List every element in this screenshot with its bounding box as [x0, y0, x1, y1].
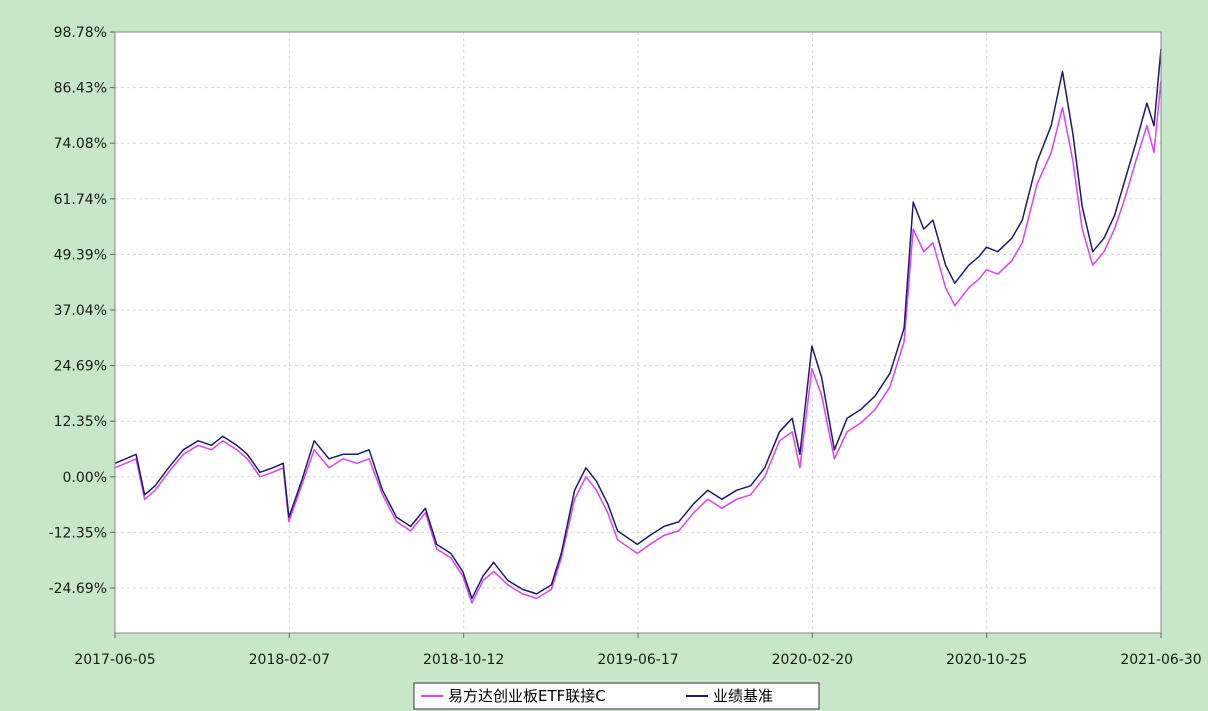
x-tick-label: 2018-02-07 — [249, 652, 330, 668]
legend-label-benchmark: 业绩基准 — [713, 687, 773, 705]
y-tick-label: 24.69% — [54, 359, 107, 375]
legend-box — [413, 682, 820, 710]
x-tick-label: 2018-10-12 — [423, 652, 504, 668]
series-line-benchmark — [114, 48, 1162, 600]
y-tick-label: 12.35% — [54, 414, 107, 430]
x-tick-label: 2021-06-30 — [1120, 652, 1201, 668]
y-tick-label: 74.08% — [54, 136, 107, 152]
series-layer — [114, 48, 1162, 604]
y-tick-label: -12.35% — [49, 525, 107, 541]
y-tick-label: 49.39% — [54, 247, 107, 263]
x-tick-label: 2017-06-05 — [74, 652, 155, 668]
y-tick-label: 61.74% — [54, 192, 107, 208]
y-tick-label: -24.69% — [49, 581, 107, 597]
x-tick-label: 2020-02-20 — [772, 652, 853, 668]
y-tick-label: 86.43% — [54, 81, 107, 97]
y-tick-label: 98.78% — [54, 25, 107, 41]
legend: 易方达创业板ETF联接C 业绩基准 — [413, 682, 820, 710]
x-tick-label: 2019-06-17 — [597, 652, 678, 668]
y-tick-label: 0.00% — [63, 470, 107, 486]
x-axis: 2017-06-05 2018-02-07 2018-10-12 2019-06-17… — [74, 633, 1202, 668]
y-axis: 98.78% 86.43% 74.08% 61.74% 49.39% 37.04% 24.6… — [49, 25, 115, 597]
grid-lines — [114, 31, 1162, 633]
legend-label-fund: 易方达创业板ETF联接C — [448, 687, 606, 705]
x-tick-label: 2020-10-25 — [946, 652, 1027, 668]
y-tick-label: 37.04% — [54, 303, 107, 319]
